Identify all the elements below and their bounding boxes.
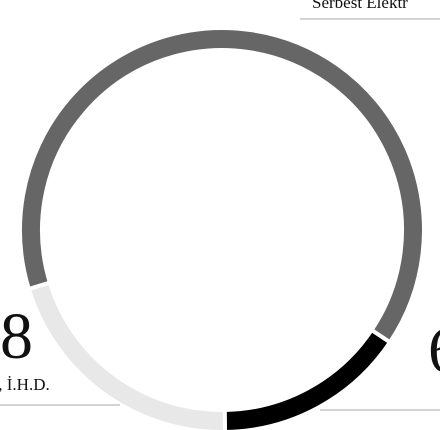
category-label: ., İ.H.D. (0, 375, 50, 394)
value-label: 6 (428, 314, 440, 387)
value-label: 8 (0, 300, 33, 373)
donut-segment (18, 26, 426, 346)
donut-segment (26, 280, 227, 430)
donut-segment (222, 327, 393, 430)
category-label: Serbest Elektr (312, 0, 408, 12)
